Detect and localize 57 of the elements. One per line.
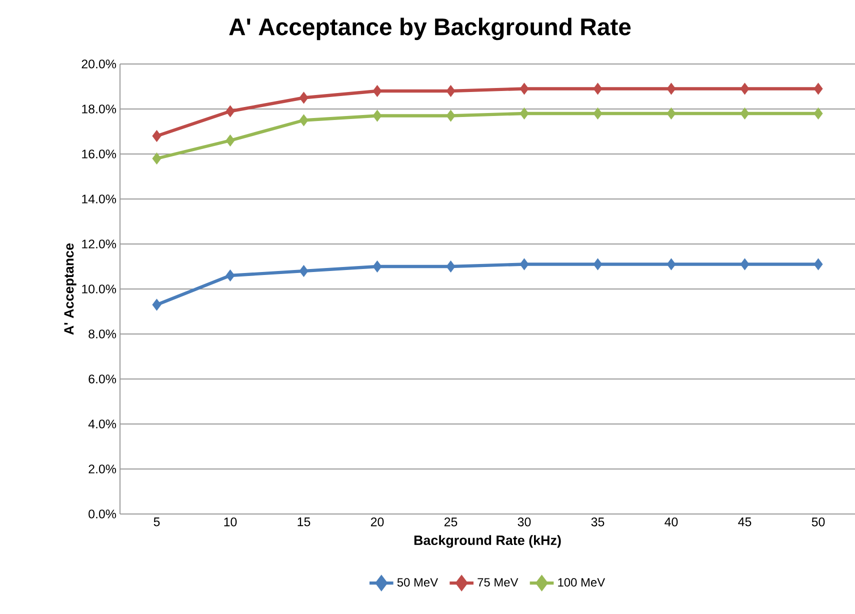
point bbox=[593, 258, 602, 270]
point bbox=[152, 298, 162, 311]
point bbox=[593, 82, 602, 95]
point bbox=[814, 107, 823, 120]
point bbox=[520, 107, 529, 120]
point bbox=[593, 107, 602, 120]
y-tick-label: 20.0% bbox=[82, 60, 116, 68]
point bbox=[299, 114, 308, 126]
point bbox=[814, 82, 823, 95]
point bbox=[226, 134, 235, 147]
y-tick-label: 12.0% bbox=[82, 240, 116, 248]
x-tick-label: 30 bbox=[518, 518, 531, 526]
legend-label: 50 MeV bbox=[397, 578, 438, 587]
point bbox=[372, 110, 382, 122]
y-tick-label: 14.0% bbox=[82, 194, 116, 204]
point bbox=[226, 269, 235, 282]
point bbox=[740, 107, 750, 120]
x-tick-label: 35 bbox=[591, 518, 604, 526]
x-tick-label: 45 bbox=[738, 518, 752, 526]
y-tick-label: 6.0% bbox=[88, 374, 116, 384]
point bbox=[740, 258, 750, 270]
y-axis-title: A' Acceptance bbox=[64, 243, 76, 335]
x-tick-label: 10 bbox=[224, 518, 237, 526]
point bbox=[446, 84, 456, 98]
y-tick-label: 0.0% bbox=[88, 510, 116, 518]
point bbox=[152, 152, 162, 165]
legend-label: 100 MeV bbox=[558, 578, 606, 587]
point bbox=[740, 82, 750, 95]
point bbox=[666, 107, 676, 120]
x-tick-label: 15 bbox=[298, 518, 310, 526]
point bbox=[372, 260, 382, 273]
y-tick-label: 16.0% bbox=[82, 150, 116, 158]
point bbox=[666, 258, 676, 270]
point bbox=[372, 84, 382, 98]
point bbox=[666, 82, 676, 95]
point bbox=[226, 105, 235, 118]
x-tick-label: 20 bbox=[370, 518, 384, 526]
point bbox=[446, 110, 456, 122]
x-tick-label: 5 bbox=[154, 518, 160, 526]
x-tick-label: 50 bbox=[812, 518, 825, 526]
x-tick-label: 25 bbox=[444, 518, 458, 526]
point bbox=[446, 260, 456, 273]
x-tick-label: 40 bbox=[664, 518, 678, 526]
y-tick-label: 4.0% bbox=[88, 420, 116, 428]
legend-label: 75 MeV bbox=[478, 578, 518, 587]
point bbox=[520, 82, 529, 95]
y-tick-label: 2.0% bbox=[88, 464, 116, 474]
chart-title: A' Acceptance by Background Rate bbox=[229, 18, 631, 40]
point bbox=[299, 92, 308, 104]
point bbox=[520, 258, 529, 270]
y-tick-label: 10.0% bbox=[82, 284, 116, 294]
y-tick-label: 18.0% bbox=[82, 104, 116, 114]
point bbox=[299, 264, 308, 278]
point bbox=[152, 130, 162, 142]
point bbox=[814, 258, 823, 270]
x-axis-title: Background Rate (kHz) bbox=[414, 535, 561, 548]
y-tick-label: 8.0% bbox=[88, 330, 116, 338]
